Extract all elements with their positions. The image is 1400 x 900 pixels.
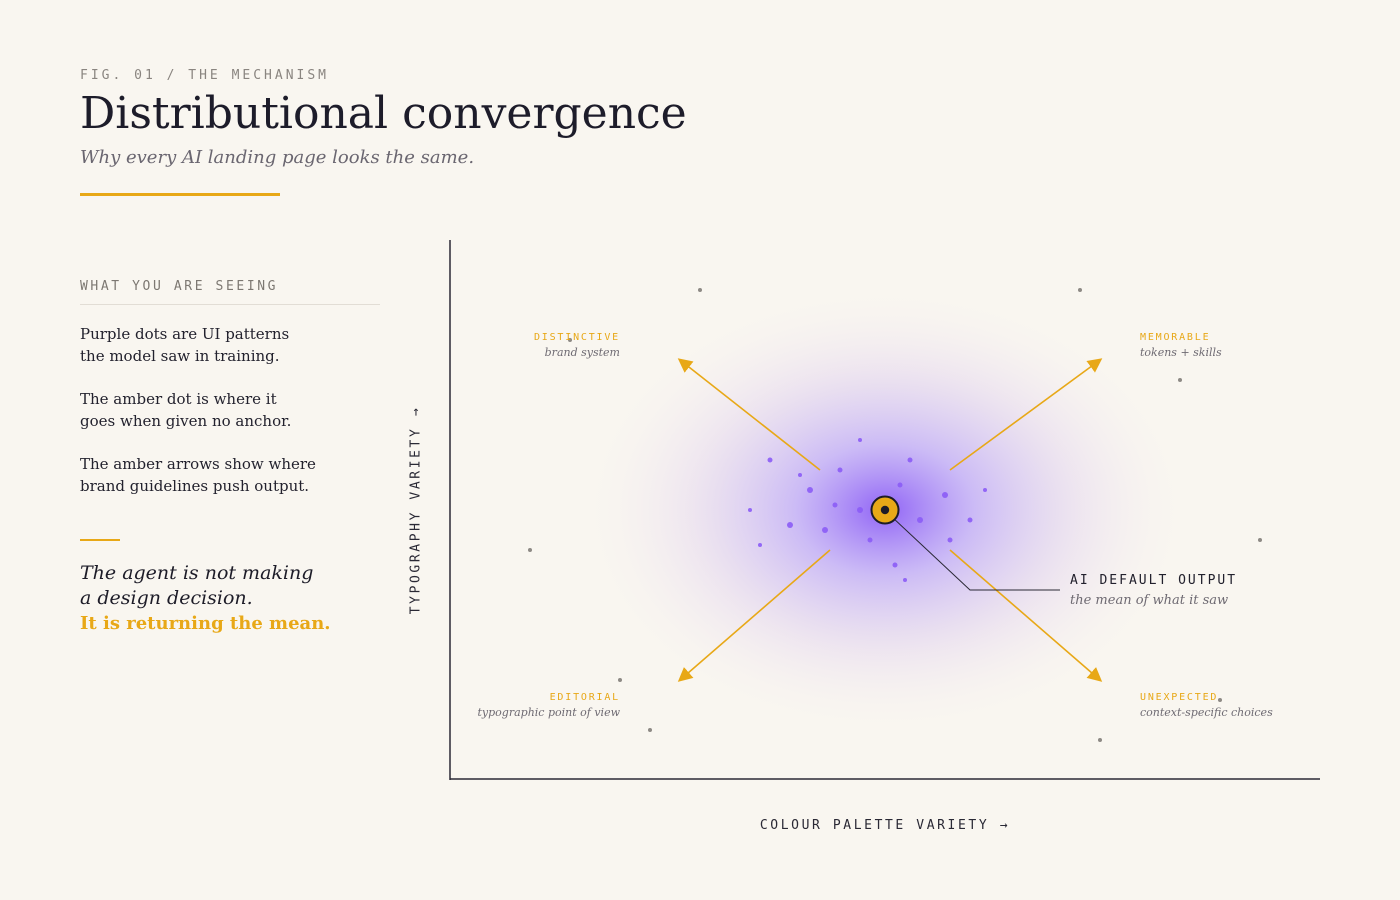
quote-line: a design decision. [80, 587, 253, 609]
y-axis-label: TYPOGRAPHY VARIETY → [408, 405, 424, 615]
x-axis-label: COLOUR PALETTE VARIETY → [759, 818, 1011, 833]
training-pattern-dot [748, 508, 752, 512]
outlier-dot [1098, 738, 1102, 742]
training-pattern-dot [767, 457, 773, 463]
training-pattern-dot [897, 482, 903, 488]
corner-label-memorable: MEMORABLE [1140, 332, 1211, 343]
outlier-dot [1258, 538, 1262, 542]
training-pattern-dot [832, 502, 838, 508]
ai-default-output-center [880, 505, 890, 515]
training-pattern-dot [758, 543, 762, 547]
training-pattern-dot [787, 522, 793, 528]
brand-push-arrow [677, 358, 821, 471]
training-pattern-dot [858, 438, 862, 442]
explanation-line: The amber arrows show where [80, 455, 316, 473]
outlier-dot [1218, 698, 1222, 702]
outlier-dot [568, 338, 572, 342]
sidebar-heading: WHAT YOU ARE SEEING [80, 279, 279, 294]
explanation-line: the model saw in training. [80, 347, 280, 365]
outlier-dot [1178, 378, 1182, 382]
corner-sub-editorial: typographic point of view [477, 706, 621, 719]
brand-push-arrow [949, 358, 1103, 471]
sidebar-divider [80, 304, 380, 305]
training-pattern-dot [837, 467, 843, 473]
explanation-line: goes when given no anchor. [80, 412, 292, 430]
outlier-dot [698, 288, 702, 292]
outlier-dot [1078, 288, 1082, 292]
brand-push-arrow [949, 549, 1103, 682]
page-title: Distributional convergence [80, 88, 687, 139]
outlier-dot [648, 728, 652, 732]
page-subtitle: Why every AI landing page looks the same… [80, 147, 475, 168]
corner-label-editorial: EDITORIAL [549, 692, 620, 703]
training-pattern-dot [983, 488, 987, 492]
training-pattern-dot [967, 517, 973, 523]
explanation-line: The amber dot is where it [80, 390, 277, 408]
callout-subtitle: the mean of what it saw [1070, 593, 1229, 608]
callout-leader-line [891, 516, 1060, 591]
outlier-dot [618, 678, 622, 682]
explanation-line: Purple dots are UI patterns [80, 325, 290, 343]
corner-label-distinctive: DISTINCTIVE [533, 332, 620, 343]
callout-title: AI DEFAULT OUTPUT [1070, 573, 1238, 588]
quote-emphasis: It is returning the mean. [80, 613, 331, 634]
quote-divider [80, 539, 120, 541]
training-pattern-dot [917, 517, 923, 523]
training-pattern-dot [857, 507, 863, 513]
corner-label-unexpected: UNEXPECTED [1140, 692, 1219, 703]
pull-quote: The agent is not making a design decisio… [80, 561, 331, 636]
explanation-line: brand guidelines push output. [80, 477, 310, 495]
corner-sub-memorable: tokens + skills [1140, 346, 1222, 359]
training-pattern-dot [798, 473, 802, 477]
corner-sub-distinctive: brand system [544, 346, 620, 359]
brand-push-arrow [677, 549, 831, 682]
training-pattern-dot [867, 537, 873, 543]
training-pattern-dot [907, 457, 913, 463]
training-pattern-dot [822, 527, 828, 533]
training-pattern-dot [942, 492, 948, 498]
figure-label: FIG. 01 / THE MECHANISM [80, 68, 330, 83]
training-pattern-dot [947, 537, 953, 543]
explanation-paragraph: Purple dots are UI patterns the model sa… [80, 323, 380, 367]
corner-sub-unexpected: context-specific choices [1140, 706, 1273, 719]
explanation-paragraph: The amber dot is where it goes when give… [80, 388, 380, 432]
outlier-dot [528, 548, 532, 552]
training-pattern-dot [892, 562, 898, 568]
explanation-paragraph: The amber arrows show where brand guidel… [80, 453, 380, 497]
training-pattern-dot [807, 487, 813, 493]
title-divider [80, 193, 280, 196]
training-pattern-dot [903, 578, 907, 582]
quote-line: The agent is not making [80, 562, 314, 584]
